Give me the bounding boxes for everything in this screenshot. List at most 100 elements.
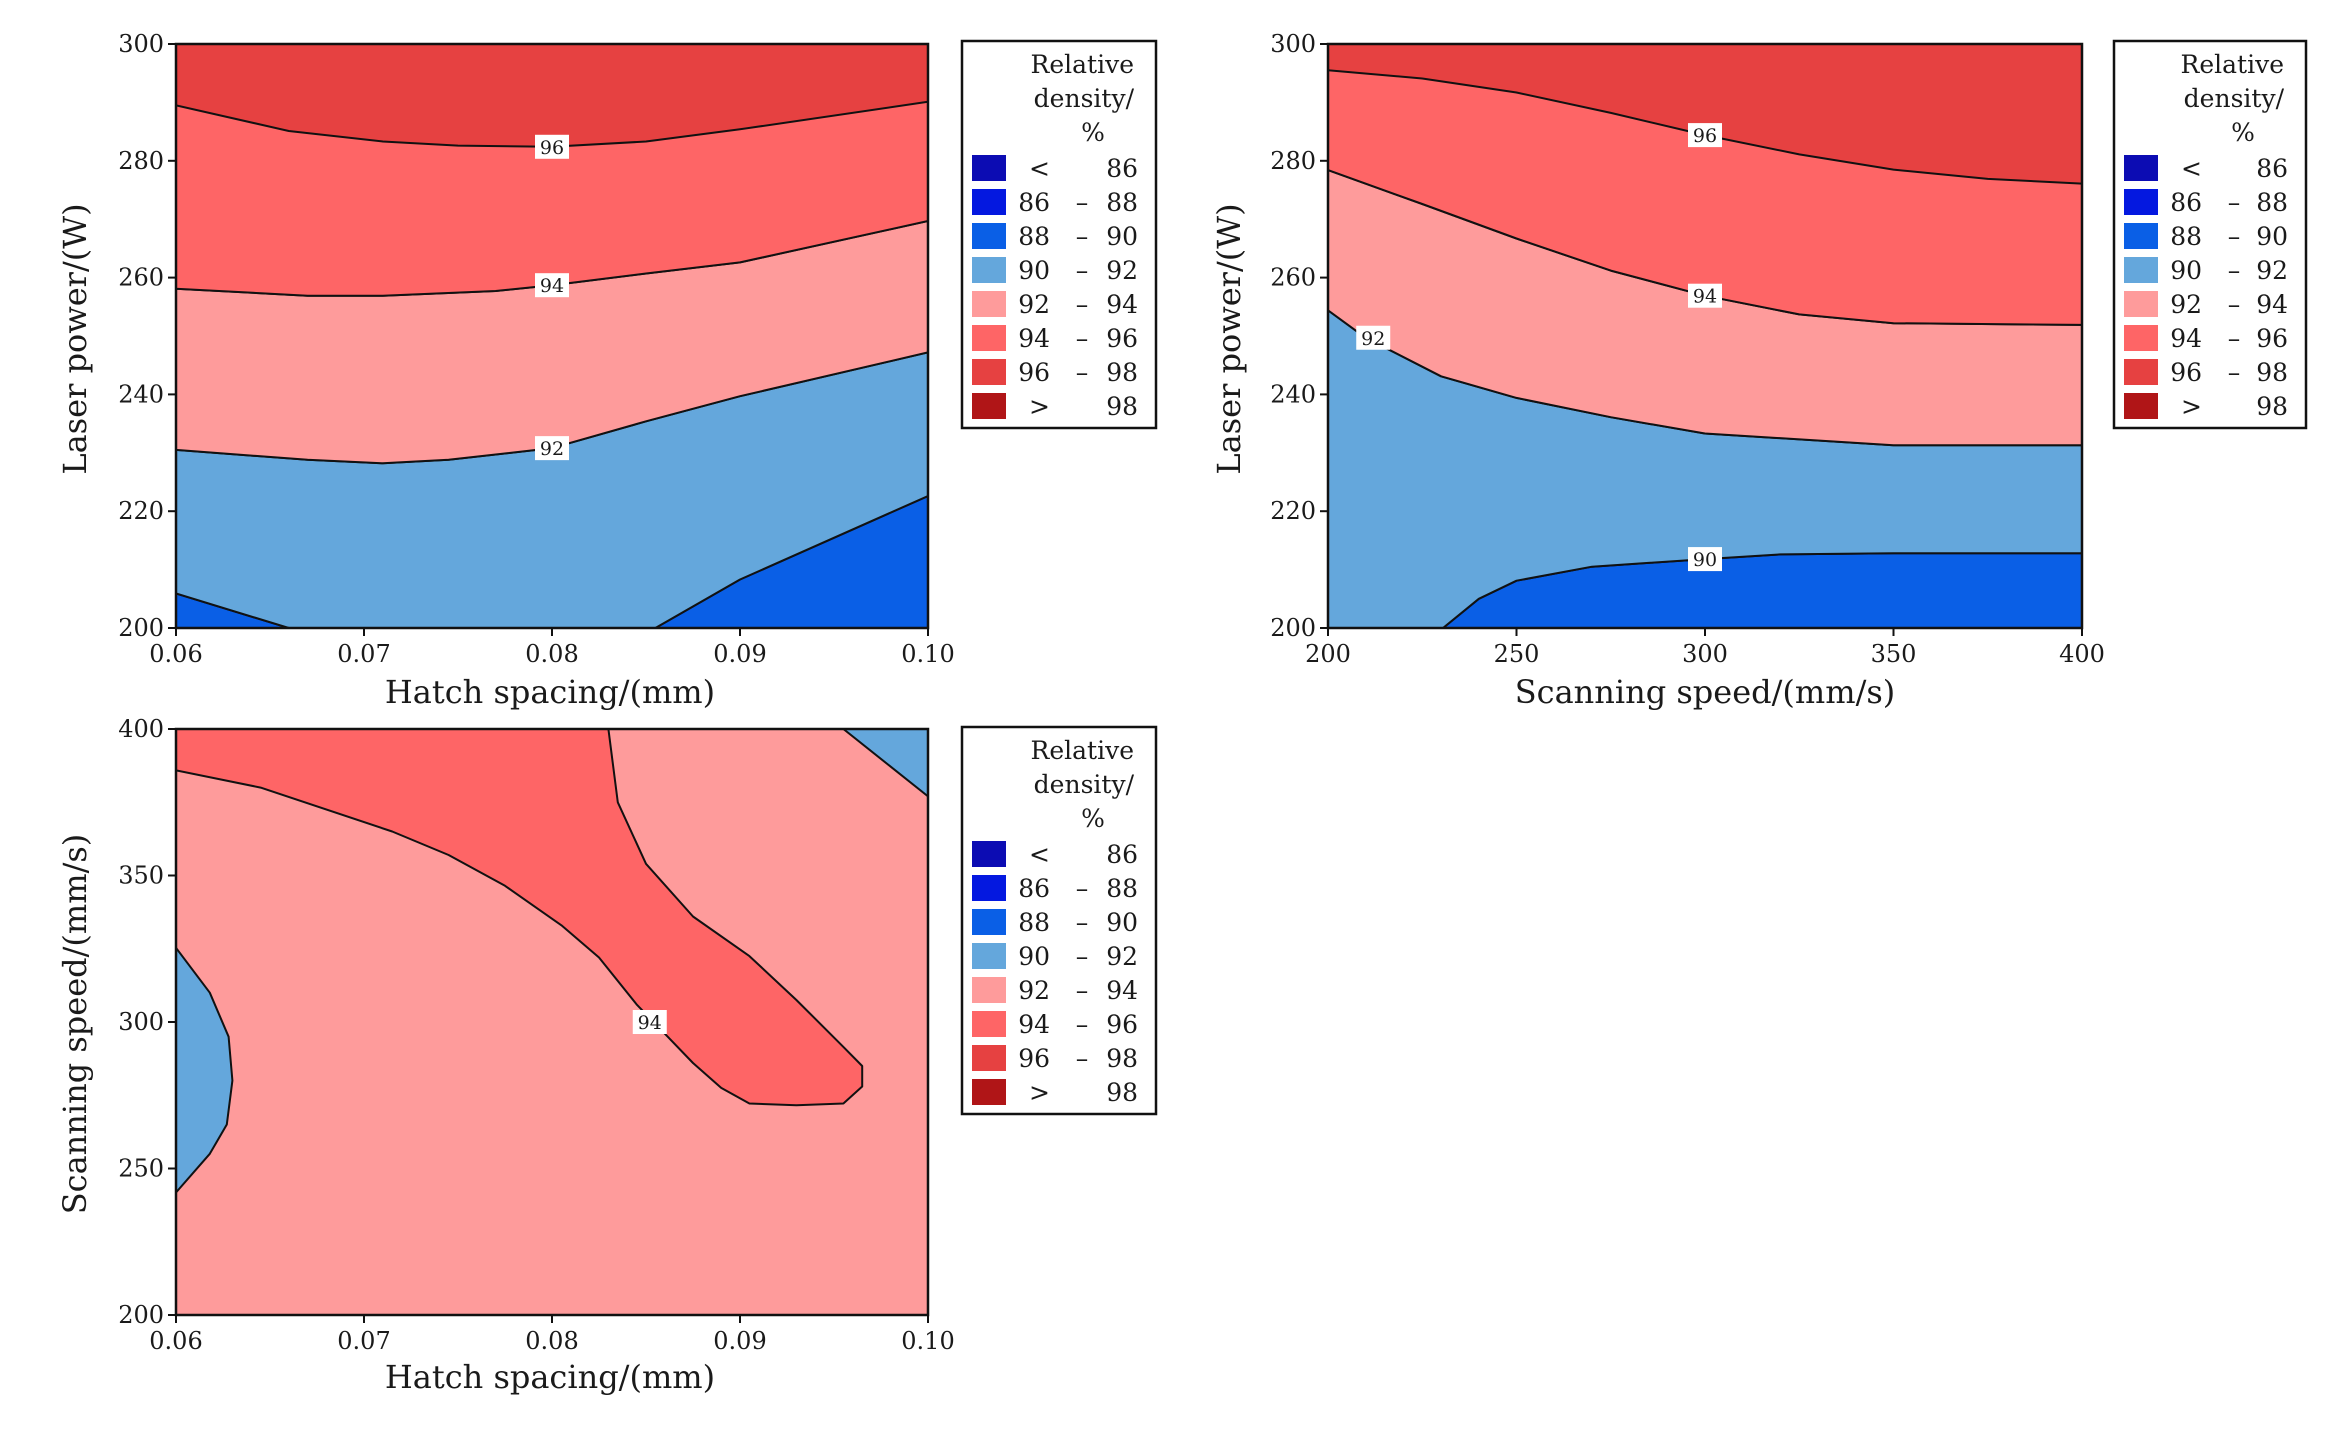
legend-entry: 96–98 [972,1044,1138,1073]
x-tick-label: 200 [1305,640,1351,668]
contour-plot-area: 94 0.06 0.07 0.08 0.09 0.10 200 250 300 350 400 [118,715,955,1355]
legend-dash: – [1076,1044,1089,1073]
panel-scanning-speed-vs-hatch-spacing: 94 0.06 0.07 0.08 0.09 0.10 200 250 300 350 400 Ha… [56,715,1158,1396]
y-tick-label: 220 [118,497,164,525]
y-tick-label: 400 [118,715,164,743]
legend-hi: 96 [2256,324,2288,353]
legend-hi: 92 [1106,256,1138,285]
legend-hi: 98 [1106,358,1138,387]
contour-plot-area: 96 94 92 0.06 0.07 0.08 0.09 0.10 200 220 240 260 28… [118,30,955,668]
legend-entry: 86–88 [2124,188,2288,217]
legend-title-line: density/ [1034,770,1135,799]
legend-hi: 86 [2256,154,2288,183]
legend-entry: >98 [972,392,1138,421]
legend-entry: 92–94 [972,976,1138,1005]
legend-swatch [972,257,1006,283]
legend-hi: 94 [1106,290,1138,319]
legend-entry: <86 [2124,154,2288,183]
legend-hi: 88 [1106,188,1138,217]
y-tick-label: 300 [118,30,164,58]
legend-dash: – [1076,874,1089,903]
legend-dash: – [1076,222,1089,251]
legend-dash: – [1076,908,1089,937]
legend-title-line: Relative [1031,736,1134,765]
legend-dash: – [2228,222,2241,251]
legend-swatch [972,1045,1006,1071]
legend-swatch [972,223,1006,249]
legend-lo: 96 [1018,358,1050,387]
x-tick-label: 0.08 [525,1327,578,1355]
legend-title-line: Relative [1031,50,1134,79]
x-axis-label: Hatch spacing/(mm) [385,1358,715,1396]
legend-title-line: % [2231,118,2255,147]
x-tick-label: 350 [1871,640,1917,668]
y-tick-label: 250 [118,1155,164,1183]
svg-text:94: 94 [1693,286,1717,308]
x-axis-label: Hatch spacing/(mm) [385,673,715,711]
legend-swatch [2124,291,2158,317]
contour-region-94-96 [176,100,928,297]
x-tick-label: 0.07 [337,1327,390,1355]
legend-swatch [972,189,1006,215]
legend-dash: – [2228,358,2241,387]
legend-hi: 88 [1106,874,1138,903]
legend-title-line: % [1081,118,1105,147]
legend-dash: – [1076,358,1089,387]
y-tick-label: 280 [1270,147,1316,175]
legend-hi: 90 [2256,222,2288,251]
legend-hi: 86 [1106,840,1138,869]
legend-hi: 92 [1106,942,1138,971]
legend-swatch [2124,257,2158,283]
x-tick-label: 0.06 [149,640,202,668]
legend-entry: 96–98 [2124,358,2288,387]
x-axis-label: Scanning speed/(mm/s) [1515,673,1896,711]
x-tick-label: 400 [2059,640,2105,668]
legend-swatch [972,875,1006,901]
legend-title-line: Relative [2181,50,2284,79]
legend-lo: > [1029,1078,1050,1107]
contour-region-94-96 [176,729,864,1107]
legend-lo: 90 [1018,942,1050,971]
legend-entry: 86–88 [972,188,1138,217]
legend-swatch [972,1011,1006,1037]
legend-lo: < [1029,840,1050,869]
contour-label: 92 [535,436,569,461]
legend-entry: >98 [2124,392,2288,421]
x-tick-label: 0.09 [713,640,766,668]
legend-lo: 96 [2170,358,2202,387]
y-tick-label: 240 [118,380,164,408]
contour-region-90-92 [176,946,234,1194]
contour-region-90-92 [842,729,928,798]
legend-hi: 96 [1106,1010,1138,1039]
y-tick-label: 280 [118,147,164,175]
svg-text:92: 92 [1361,328,1385,350]
legend-lo: 88 [2170,222,2202,251]
y-tick-label: 260 [118,264,164,292]
legend-swatch [972,943,1006,969]
legend-lo: < [1029,154,1050,183]
legend-lo: < [2181,154,2202,183]
legend-title-line: density/ [1034,84,1135,113]
legend-dash: – [1076,1010,1089,1039]
legend-swatch [972,393,1006,419]
x-tick-label: 0.09 [713,1327,766,1355]
legend-dash: – [1076,942,1089,971]
svg-text:90: 90 [1693,549,1717,571]
legend-swatch [972,977,1006,1003]
legend-lo: 86 [1018,874,1050,903]
legend-swatch [972,291,1006,317]
legend-dash: – [2228,256,2241,285]
contour-label: 94 [632,1010,667,1034]
legend-lo: 90 [1018,256,1050,285]
panel-laser-power-vs-scanning-speed: 96 94 92 90 200 250 300 350 400 200 220 240 260 280 30… [1210,30,2308,711]
legend-swatch [972,325,1006,351]
legend-hi: 92 [2256,256,2288,285]
y-tick-label: 350 [118,862,164,890]
legend-swatch [972,909,1006,935]
legend-lo: 92 [1018,290,1050,319]
legend-lo: 86 [2170,188,2202,217]
legend-lo: 96 [1018,1044,1050,1073]
y-tick-label: 240 [1270,380,1316,408]
legend-lo: > [2181,392,2202,421]
y-tick-label: 300 [1270,30,1316,58]
